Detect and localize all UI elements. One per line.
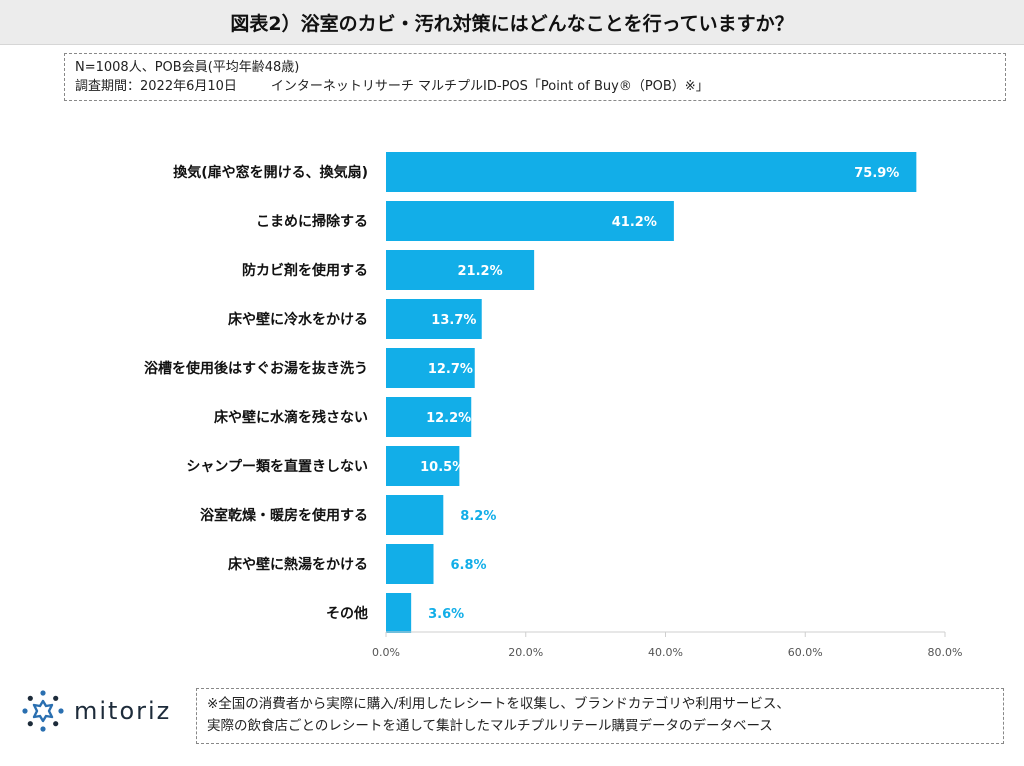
- category-label: 床や壁に水滴を残さない: [214, 409, 368, 426]
- value-label: 12.7%: [428, 362, 473, 377]
- survey-info-box: N=1008人、POB会員(平均年齢48歳) 調査期間：2022年6月10日 イン…: [64, 53, 1006, 101]
- footnote-line-1: ※全国の消費者から実際に購入/利用したレシートを収集し、ブランドカテゴリや利用サ…: [207, 696, 790, 712]
- survey-method: インターネットリサーチ マルチプルID-POS「Point of Buy®（PO…: [270, 79, 709, 94]
- x-tick-label: 0.0%: [372, 646, 400, 659]
- category-label: こまめに掃除する: [256, 213, 368, 230]
- category-label: 床や壁に熱湯をかける: [228, 556, 368, 573]
- x-tick-label: 40.0%: [648, 646, 683, 659]
- sample-info: N=1008人、POB会員(平均年齢48歳): [75, 60, 300, 75]
- survey-period: 調査期間：2022年6月10日: [75, 79, 237, 94]
- category-label: 浴槽を使用後はすぐお湯を抜き洗う: [144, 360, 368, 377]
- chart-title: 図表2）浴室のカビ・汚れ対策にはどんなことを行っていますか？: [0, 0, 1024, 45]
- footnote-box: ※全国の消費者から実際に購入/利用したレシートを収集し、ブランドカテゴリや利用サ…: [196, 688, 1004, 744]
- value-label: 10.5%: [420, 460, 465, 475]
- bar: [386, 397, 472, 437]
- category-label: 床や壁に冷水をかける: [228, 311, 368, 328]
- bar: [386, 446, 460, 486]
- value-label: 12.2%: [426, 411, 471, 426]
- x-tick-label: 80.0%: [928, 646, 963, 659]
- bar: [386, 152, 917, 192]
- bar: [386, 544, 434, 584]
- category-label: 換気(扉や窓を開ける、換気扇): [173, 164, 368, 181]
- footnote-line-2: 実際の飲食店ごとのレシートを通して集計したマルチプルリテール購買データのデータベ…: [207, 718, 773, 734]
- category-label: 防カビ剤を使用する: [242, 262, 368, 279]
- value-label: 41.2%: [612, 215, 657, 230]
- value-label: 13.7%: [431, 313, 476, 328]
- bar: [386, 348, 475, 388]
- sun-burst-icon: [22, 690, 64, 732]
- category-label: その他: [326, 605, 368, 622]
- bar: [386, 593, 412, 633]
- bar-chart: 換気(扉や窓を開ける、換気扇) 75.9% こまめに掃除する 41.2% 防カビ剤を使用…: [144, 152, 963, 659]
- bar: [386, 299, 482, 339]
- bar: [386, 250, 535, 290]
- bar: [386, 201, 674, 241]
- category-label: シャンプー類を直置きしない: [186, 458, 368, 475]
- mitoriz-logo: mitoriz: [20, 688, 171, 734]
- value-label: 8.2%: [460, 509, 496, 524]
- survey-period-line: 調査期間：2022年6月10日 インターネットリサーチ マルチプルID-POS「P…: [75, 77, 995, 96]
- value-label: 21.2%: [458, 264, 503, 279]
- value-label: 6.8%: [451, 558, 487, 573]
- value-label: 75.9%: [854, 166, 899, 181]
- x-tick-label: 20.0%: [508, 646, 543, 659]
- x-tick-label: 60.0%: [788, 646, 823, 659]
- category-label: 浴室乾燥・暖房を使用する: [200, 507, 368, 524]
- logo-text: mitoriz: [74, 697, 172, 725]
- bar: [386, 495, 444, 535]
- value-label: 3.6%: [428, 607, 464, 622]
